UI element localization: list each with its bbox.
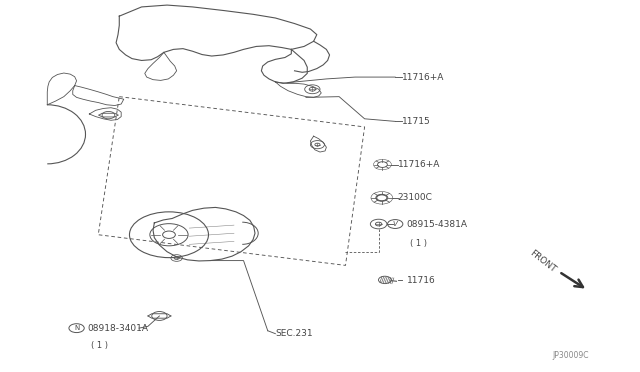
Text: N: N [74,325,79,331]
Text: V: V [393,221,397,227]
Text: 11716+A: 11716+A [397,160,440,169]
Text: 08918-3401A: 08918-3401A [88,324,148,333]
Text: SEC.231: SEC.231 [275,329,313,338]
Text: 08915-4381A: 08915-4381A [406,219,468,228]
Text: FRONT: FRONT [528,249,558,275]
Text: 11715: 11715 [401,117,430,126]
Text: 23100C: 23100C [397,193,433,202]
Text: 11716: 11716 [406,276,435,285]
Text: 11716+A: 11716+A [401,73,444,81]
Text: ( 1 ): ( 1 ) [410,239,428,248]
Text: ( 1 ): ( 1 ) [91,341,108,350]
Text: JP30009C: JP30009C [552,351,589,360]
